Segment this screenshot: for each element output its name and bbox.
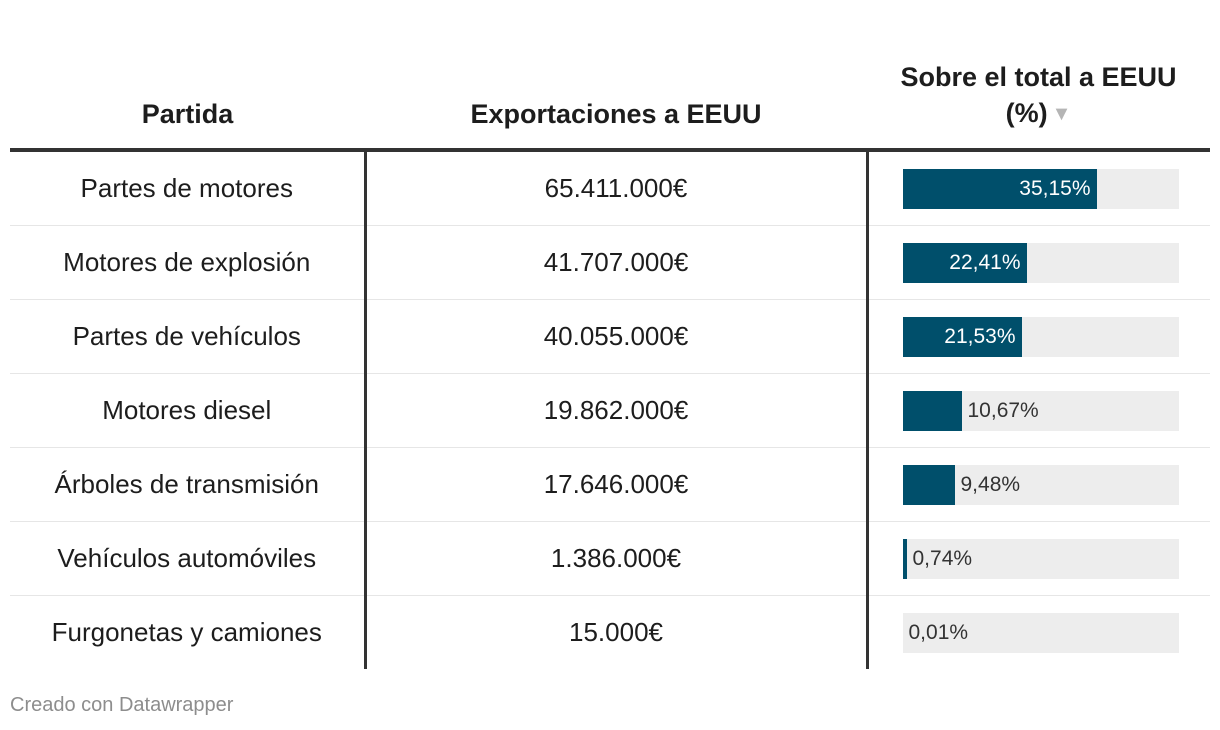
bar-fill bbox=[902, 464, 955, 505]
cell-partida: Árboles de transmisión bbox=[10, 447, 367, 522]
table-row: Árboles de transmisión 17.646.000€ 9,48% bbox=[10, 447, 1210, 522]
cell-exportaciones: 1.386.000€ bbox=[365, 521, 869, 596]
bar-value-label: 22,41% bbox=[949, 250, 1021, 274]
bar-value-label: 35,15% bbox=[1019, 176, 1091, 200]
bar-fill bbox=[902, 538, 907, 579]
bar-track: 0,01% bbox=[902, 612, 1179, 653]
cell-exportaciones: 41.707.000€ bbox=[365, 225, 869, 300]
cell-share: 22,41% bbox=[867, 225, 1210, 300]
table-row: Partes de vehículos 40.055.000€ 21,53% bbox=[10, 299, 1210, 374]
footer-credit[interactable]: Creado con Datawrapper bbox=[10, 694, 234, 716]
bar-track: 35,15% bbox=[902, 168, 1179, 209]
table-header: Partida Exportaciones a EEUU Sobre el to… bbox=[10, 30, 1210, 152]
table-row: Motores diesel 19.862.000€ 10,67% bbox=[10, 373, 1210, 448]
cell-exportaciones: 19.862.000€ bbox=[365, 373, 869, 448]
bar-fill bbox=[902, 168, 1097, 209]
cell-partida: Vehículos automóviles bbox=[10, 521, 367, 596]
cell-exportaciones: 40.055.000€ bbox=[365, 299, 869, 374]
cell-share: 35,15% bbox=[867, 150, 1210, 226]
cell-partida: Motores diesel bbox=[10, 373, 367, 448]
column-header-partida-label: Partida bbox=[141, 99, 234, 129]
bar-value-label: 21,53% bbox=[944, 324, 1016, 348]
cell-exportaciones: 65.411.000€ bbox=[365, 150, 869, 226]
column-header-share-label: Sobre el total a EEUU (%) bbox=[900, 62, 1177, 128]
cell-share: 0,74% bbox=[867, 521, 1210, 596]
cell-partida: Partes de vehículos bbox=[10, 299, 367, 374]
table-row: Partes de motores 65.411.000€ 35,15% bbox=[10, 150, 1210, 226]
bar-value-label: 0,74% bbox=[912, 546, 973, 570]
bar-fill bbox=[902, 242, 1027, 283]
table-row: Motores de explosión 41.707.000€ 22,41% bbox=[10, 225, 1210, 300]
bar-fill bbox=[902, 316, 1022, 357]
cell-share: 9,48% bbox=[867, 447, 1210, 522]
bar-fill bbox=[902, 390, 962, 431]
cell-exportaciones: 15.000€ bbox=[365, 595, 869, 669]
bar-value-label: 9,48% bbox=[960, 472, 1021, 496]
header-row: Partida Exportaciones a EEUU Sobre el to… bbox=[10, 30, 1210, 152]
column-header-exportaciones[interactable]: Exportaciones a EEUU bbox=[365, 30, 867, 152]
bar-track: 9,48% bbox=[902, 464, 1179, 505]
data-table: Partida Exportaciones a EEUU Sobre el to… bbox=[10, 30, 1210, 669]
cell-share: 10,67% bbox=[867, 373, 1210, 448]
cell-exportaciones: 17.646.000€ bbox=[365, 447, 869, 522]
sort-descending-icon[interactable]: ▼ bbox=[1051, 103, 1072, 125]
bar-track: 0,74% bbox=[902, 538, 1179, 579]
cell-partida: Furgonetas y camiones bbox=[10, 595, 367, 669]
table-row: Vehículos automóviles 1.386.000€ 0,74% bbox=[10, 521, 1210, 596]
column-header-share[interactable]: Sobre el total a EEUU (%) ▼ bbox=[867, 30, 1210, 152]
bar-value-label: 0,01% bbox=[908, 620, 969, 644]
bar-track: 21,53% bbox=[902, 316, 1179, 357]
cell-share: 0,01% bbox=[867, 596, 1210, 670]
cell-partida: Partes de motores bbox=[10, 150, 367, 226]
table-body: Partes de motores 65.411.000€ 35,15% Motore… bbox=[10, 150, 1210, 669]
cell-share: 21,53% bbox=[867, 299, 1210, 374]
cell-partida: Motores de explosión bbox=[10, 225, 367, 300]
bar-value-label: 10,67% bbox=[967, 398, 1039, 422]
column-header-exportaciones-label: Exportaciones a EEUU bbox=[470, 99, 762, 129]
column-header-partida[interactable]: Partida bbox=[10, 30, 365, 152]
bar-track: 22,41% bbox=[902, 242, 1179, 283]
table-row: Furgonetas y camiones 15.000€ 0,01% bbox=[10, 595, 1210, 670]
bar-track: 10,67% bbox=[902, 390, 1179, 431]
